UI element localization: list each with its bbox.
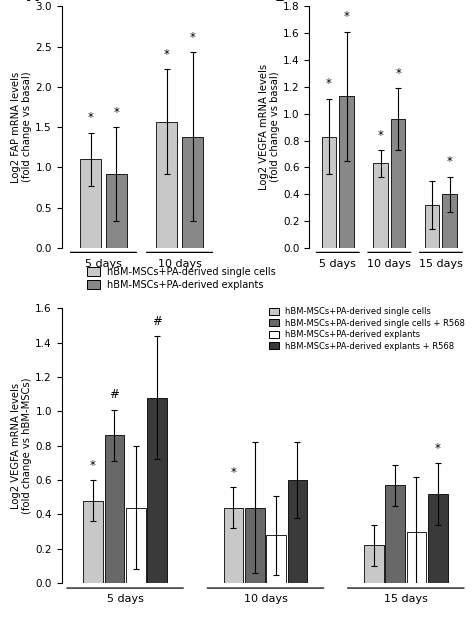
Text: #: # — [109, 389, 119, 401]
Text: *: * — [190, 31, 195, 44]
Bar — [83, 501, 103, 583]
Text: A: A — [27, 0, 38, 4]
Text: *: * — [378, 129, 383, 142]
Bar — [245, 508, 264, 583]
Text: *: * — [395, 66, 401, 80]
Bar — [106, 174, 127, 248]
Text: #: # — [152, 315, 162, 328]
Text: *: * — [164, 48, 170, 61]
Text: B: B — [274, 0, 286, 4]
Bar — [156, 122, 177, 248]
Text: *: * — [447, 155, 453, 169]
Text: *: * — [90, 459, 96, 472]
Bar — [391, 119, 405, 248]
Bar — [266, 535, 286, 583]
Bar — [182, 137, 203, 248]
Bar — [105, 435, 124, 583]
Bar — [442, 194, 457, 248]
Text: *: * — [230, 466, 237, 479]
Bar — [322, 137, 336, 248]
Bar — [428, 494, 447, 583]
Text: *: * — [326, 78, 332, 90]
Bar — [339, 97, 354, 248]
Bar — [407, 532, 426, 583]
Bar — [288, 480, 307, 583]
Text: *: * — [435, 441, 441, 455]
Bar — [80, 159, 101, 248]
Legend: hBM-MSCs+PA-derived single cells, hBM-MSCs+PA-derived explants: hBM-MSCs+PA-derived single cells, hBM-MS… — [87, 266, 276, 290]
Bar — [385, 485, 405, 583]
Bar — [364, 545, 383, 583]
Text: *: * — [88, 112, 93, 124]
Legend: hBM-MSCs+PA-derived single cells, hBM-MSCs+PA-derived single cells + R568, hBM-M: hBM-MSCs+PA-derived single cells, hBM-MS… — [269, 307, 465, 350]
Bar — [224, 508, 243, 583]
Text: *: * — [344, 10, 349, 23]
Y-axis label: Log2 VEGFA mRNA levels
(fold change vs basal): Log2 VEGFA mRNA levels (fold change vs b… — [259, 64, 280, 190]
Y-axis label: Log2 VEGFA mRNA levels
(fold change vs hBM-MSCs): Log2 VEGFA mRNA levels (fold change vs h… — [11, 377, 33, 514]
Text: *: * — [113, 106, 119, 119]
Bar — [126, 508, 146, 583]
Bar — [425, 205, 439, 248]
Y-axis label: Log2 FAP mRNA levels
(fold change vs basal): Log2 FAP mRNA levels (fold change vs bas… — [11, 71, 33, 183]
Bar — [147, 398, 167, 583]
Bar — [374, 164, 388, 248]
